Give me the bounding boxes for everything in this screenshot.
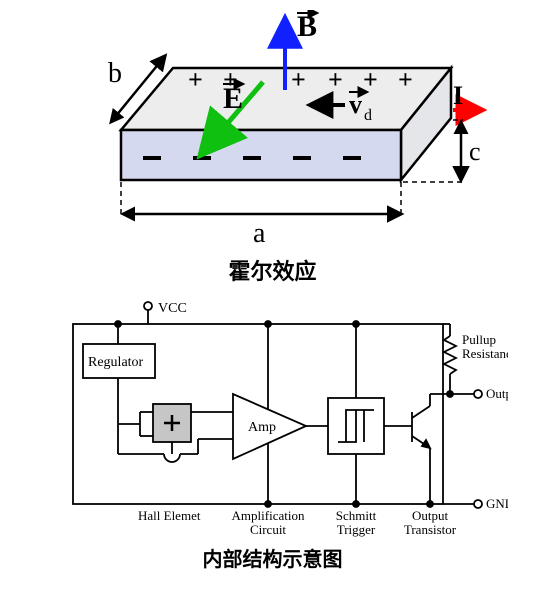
circuit-svg: VCC Regulator Amp Output GND Hall Elemet… [38,294,508,539]
svg-text:E: E [223,82,243,115]
current-label: I [453,81,463,110]
slab-front-face [121,130,401,180]
svg-text:a: a [253,218,266,249]
vcc-label: VCC [158,301,187,316]
hall-effect-title: 霍尔效应 [228,254,316,286]
svg-text:+: + [363,65,378,94]
b-label: B [297,10,317,43]
gnd-label: GND [486,496,508,511]
svg-text:c: c [469,137,481,166]
svg-text:d: d [364,107,372,124]
svg-text:+: + [291,65,306,94]
hall-element-label: Hall Elemet [138,508,201,523]
hall-effect-svg: +++ +++ B E v d [53,10,493,250]
pullup-resistor [443,324,456,397]
svg-text:+: + [398,65,413,94]
output-label: Output [486,386,508,401]
circuit-title: 内部结构示意图 [203,543,343,572]
schmitt-label: SchmittTrigger [335,508,376,537]
svg-text:B: B [297,10,317,43]
svg-text:v: v [349,90,362,119]
svg-text:+: + [328,65,343,94]
circuit-diagram: VCC Regulator Amp Output GND Hall Elemet… [10,294,535,572]
pullup-label: PullupResistance [462,332,508,361]
dim-a: a [121,182,401,249]
e-label: E [223,82,243,115]
svg-text:b: b [108,58,122,89]
svg-text:+: + [188,65,203,94]
output-transistor [412,394,450,507]
regulator-label: Regulator [88,355,144,370]
output-transistor-label: OutputTransistor [403,508,456,537]
amp-label: Amp [248,420,276,435]
amp-circuit-label: AmplificationCircuit [231,508,304,537]
hall-effect-diagram: +++ +++ B E v d [10,10,535,286]
